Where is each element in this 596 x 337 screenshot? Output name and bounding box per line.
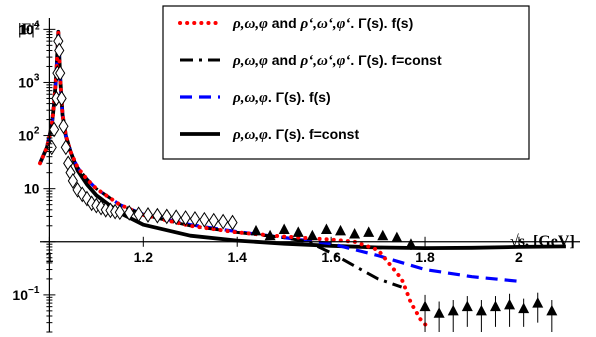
- data-point-diamond: [114, 204, 125, 221]
- data-point-diamond: [142, 207, 154, 223]
- x-axis-title: √s, [GeV]: [510, 233, 575, 250]
- points-layer: [46, 33, 558, 332]
- data-point-triangle: [250, 224, 262, 236]
- data-point-diamond: [161, 208, 172, 225]
- data-point-diamond: [48, 121, 60, 138]
- data-point-triangle: [292, 226, 304, 237]
- legend-label: ρ,ω,φ and ρ‘,ω‘,φ‘. Γ(s). f=const: [232, 52, 442, 69]
- legend-label: ρ,ω,φ. Γ(s). f(s): [232, 89, 331, 106]
- y-tick-label: 102: [18, 126, 40, 144]
- tick-layer: 1 1.2 1.4 1.6 1.8 2 10−1 10 102 103 104: [12, 19, 523, 333]
- data-point-triangle: [461, 300, 473, 312]
- data-point-triangle: [489, 300, 501, 312]
- data-point-triangle: [546, 304, 558, 316]
- data-point-triangle: [433, 307, 445, 318]
- legend-label: ρ,ω,φ. Γ(s). f=const: [232, 126, 359, 143]
- data-point-diamond: [227, 214, 238, 231]
- data-point-diamond: [189, 210, 201, 227]
- y-tick-label: 104: [18, 19, 40, 37]
- data-point-triangle: [504, 298, 516, 310]
- legend-box: [162, 5, 530, 160]
- data-point-triangle: [335, 224, 347, 236]
- legend-label: ρ,ω,φ and ρ‘,ω‘,φ‘. Γ(s). f(s): [232, 15, 413, 32]
- data-point-triangle: [532, 297, 544, 308]
- data-point-triangle: [475, 304, 487, 316]
- y-axis-title: |F|²: [18, 21, 40, 38]
- data-point-diamond: [54, 42, 65, 59]
- x-tick-label: 1.8: [415, 249, 435, 265]
- legend-items: ρ,ω,φ and ρ‘,ω‘,φ‘. Γ(s). f(s) ρ,ω,φ and …: [178, 15, 442, 143]
- data-point-triangle: [363, 226, 375, 237]
- data-point-diamond: [60, 139, 71, 156]
- data-point-triangle: [278, 223, 290, 235]
- data-point-diamond: [133, 206, 144, 223]
- x-tick-label: 1: [45, 249, 53, 265]
- data-point-diamond: [58, 118, 69, 135]
- y-tick-label: 103: [18, 72, 40, 90]
- data-point-triangle: [306, 229, 318, 241]
- y-tick-label: 10: [24, 181, 40, 197]
- series-line: [38, 30, 403, 289]
- legend: ρ,ω,φ and ρ‘,ω‘,φ‘. Γ(s). f(s) ρ,ω,φ and …: [162, 5, 530, 160]
- x-tick-label: 2: [515, 249, 523, 265]
- data-point-diamond: [55, 65, 66, 82]
- data-point-triangle: [320, 223, 332, 235]
- data-point-diamond: [56, 90, 67, 107]
- y-tick-label: 10−1: [12, 285, 39, 303]
- data-point-diamond: [171, 209, 182, 226]
- data-point-diamond: [208, 212, 219, 229]
- data-point-diamond: [199, 211, 210, 228]
- data-point-diamond: [152, 207, 163, 224]
- x-tick-label: 1.6: [321, 249, 341, 265]
- data-point-diamond: [218, 213, 229, 230]
- data-point-diamond: [124, 204, 135, 221]
- data-point-diamond: [67, 172, 78, 189]
- data-point-triangle: [405, 238, 417, 249]
- data-point-triangle: [391, 231, 403, 243]
- x-tick-label: 1.4: [227, 249, 247, 265]
- data-point-diamond: [72, 181, 83, 198]
- data-point-diamond: [180, 210, 191, 226]
- data-point-triangle: [518, 302, 530, 314]
- data-point-triangle: [264, 229, 276, 241]
- data-point-triangle: [419, 300, 431, 312]
- data-point-triangle: [349, 228, 361, 239]
- x-tick-label: 1.2: [134, 249, 154, 265]
- data-point-triangle: [377, 229, 389, 241]
- data-point-triangle: [447, 304, 459, 316]
